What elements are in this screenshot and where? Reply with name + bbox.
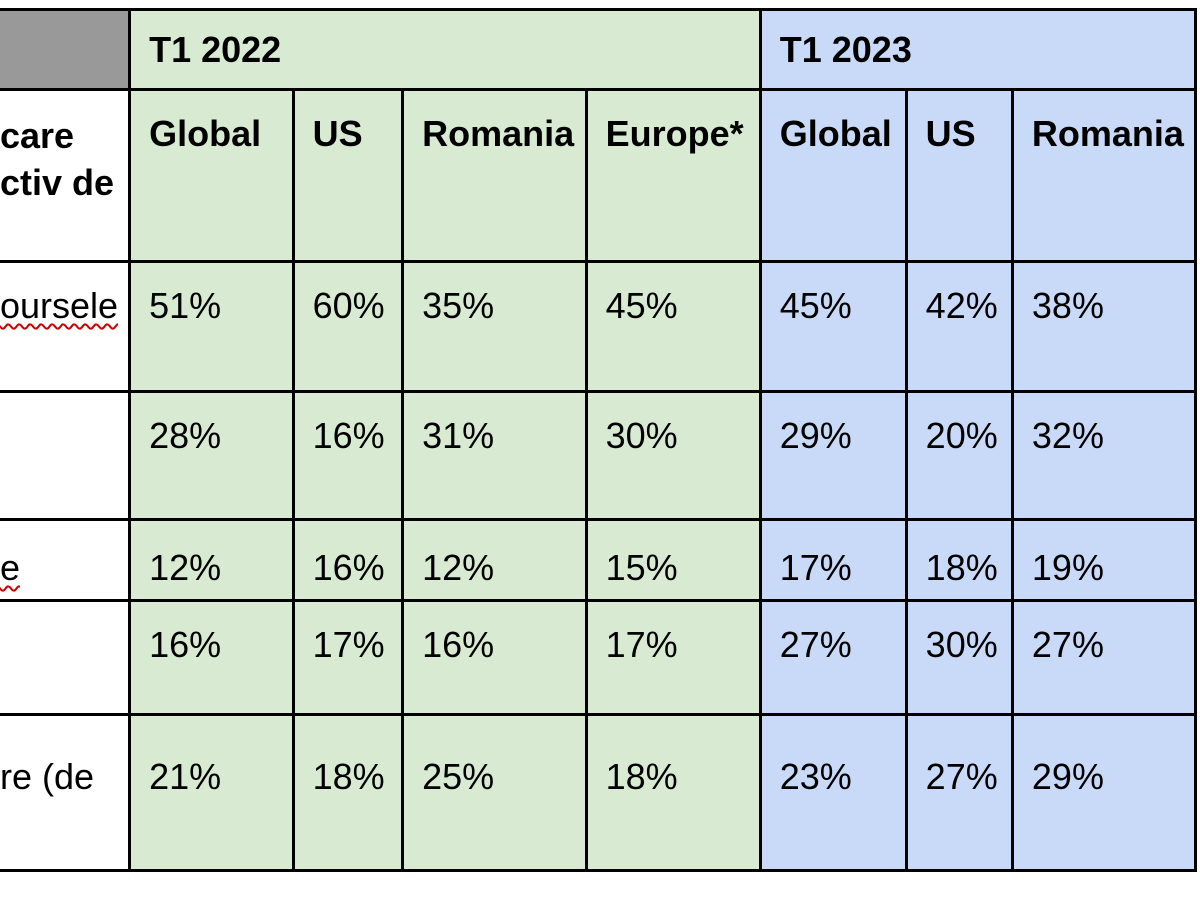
period-header-t1-2022: T1 2022 [128,8,762,91]
data-cell: 38% [1010,260,1198,393]
row-label-header-line1: care [0,115,75,156]
data-cell: 31% [401,390,588,521]
row-label-text: oursele [0,285,119,326]
data-cell: 32% [1010,390,1198,521]
data-cell: 42% [904,260,1014,393]
data-cell: 16% [128,599,295,716]
data-cell: 30% [904,599,1014,716]
corner-cell [0,8,132,91]
data-cell: 12% [401,518,588,602]
row-label: re (de [0,713,132,872]
data-cell: 18% [904,518,1014,602]
row-label: oursele [0,260,132,393]
period-header-row: T1 2022 T1 2023 [0,8,1198,91]
col-header-global-2023: Global [758,88,908,263]
data-cell: 60% [291,260,405,393]
period-header-t1-2023: T1 2023 [758,8,1198,91]
table-row: e 12% 16% 12% 15% 17% 18% 19% [0,518,1198,602]
table-row: re (de 21% 18% 25% 18% 23% 27% 29% [0,713,1198,872]
col-header-romania-2022: Romania [401,88,588,263]
data-cell: 25% [401,713,588,872]
data-cell: 20% [904,390,1014,521]
data-cell: 17% [291,599,405,716]
row-label-header: care ctiv de [0,88,132,263]
data-cell: 15% [584,518,762,602]
column-header-row: care ctiv de Global US Romania Europe* G… [0,88,1198,263]
row-label-header-line2: ctiv de [0,161,115,203]
col-header-us-2023: US [904,88,1014,263]
data-cell: 29% [758,390,908,521]
table-row: 28% 16% 31% 30% 29% 20% 32% [0,390,1198,521]
data-cell: 17% [584,599,762,716]
col-header-romania-2023: Romania [1010,88,1198,263]
data-table: T1 2022 T1 2023 care ctiv de Global US R… [0,8,1198,872]
data-cell: 16% [401,599,588,716]
data-cell: 51% [128,260,295,393]
table-row: 16% 17% 16% 17% 27% 30% 27% [0,599,1198,716]
table-row: oursele 51% 60% 35% 45% 45% 42% 38% [0,260,1198,393]
data-cell: 27% [904,713,1014,872]
col-header-global-2022: Global [128,88,295,263]
data-cell: 18% [291,713,405,872]
row-label [0,390,132,521]
col-header-us-2022: US [291,88,405,263]
row-label-text: e [0,547,21,588]
row-label: e [0,518,132,602]
data-cell: 16% [291,518,405,602]
data-cell: 45% [584,260,762,393]
data-cell: 19% [1010,518,1198,602]
row-label [0,599,132,716]
data-cell: 23% [758,713,908,872]
data-cell: 16% [291,390,405,521]
data-cell: 30% [584,390,762,521]
data-cell: 27% [1010,599,1198,716]
data-cell: 35% [401,260,588,393]
data-cell: 28% [128,390,295,521]
data-cell: 18% [584,713,762,872]
col-header-europe-2022: Europe* [584,88,762,263]
data-cell: 12% [128,518,295,602]
data-cell: 21% [128,713,295,872]
data-cell: 45% [758,260,908,393]
data-cell: 27% [758,599,908,716]
data-cell: 29% [1010,713,1198,872]
data-cell: 17% [758,518,908,602]
